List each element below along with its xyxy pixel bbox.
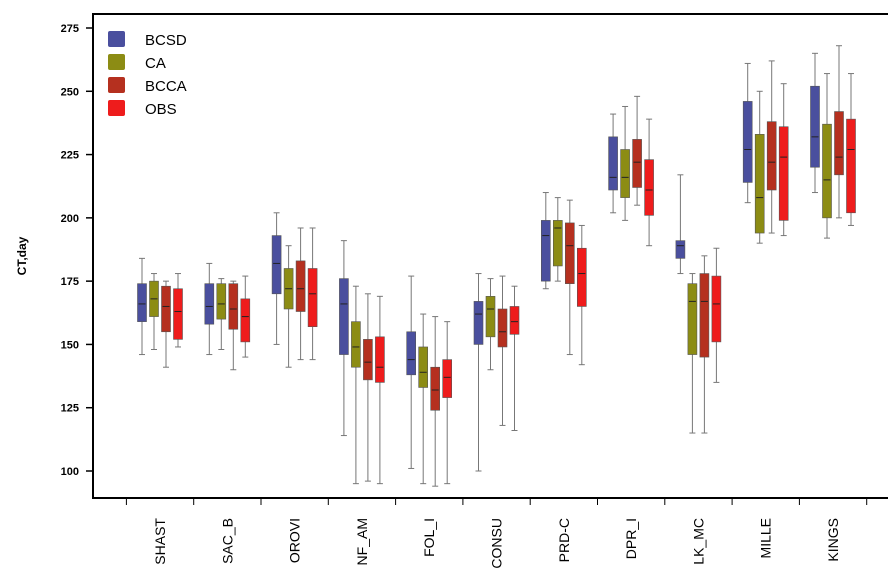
box-obs [307,268,318,328]
box-bcsd [540,220,551,282]
box-obs [846,118,856,214]
box-bcca [430,366,441,411]
legend-label: BCSD [145,32,187,49]
box-obs [509,306,520,335]
box-bcca [295,260,306,312]
box-obs [576,247,587,307]
legend: BCSD CA BCCA OBS [108,31,187,118]
y-axis-title: CT,day [15,236,29,275]
x-category-label: LK_MC [690,518,706,565]
plot-frame [92,13,888,499]
y-tick-label: 150 [61,339,79,351]
x-category-label: SHAST [152,518,168,565]
box-obs [173,288,183,340]
box-obs [644,159,654,216]
box-bcca [766,121,777,191]
box-bcsd [608,136,618,191]
box-bcsd [406,331,417,376]
box-bcca [834,111,844,176]
box-bcca [497,308,508,348]
y-tick-label: 225 [61,150,79,162]
legend-label: OBS [145,101,177,118]
box-bcsd [271,235,282,295]
box-bcca [363,339,373,381]
box-obs [711,275,722,343]
box-ca [552,220,563,267]
box-ca [351,321,361,368]
x-category-label: OROVI [287,518,303,563]
box-bcsd [742,101,753,183]
legend-label: BCCA [145,78,187,95]
box-bcsd [137,283,147,322]
series-obs [173,73,856,485]
x-axis: SHAST SAC_B OROVI NF_AM FOL_I CONSU PRD-C DPR_I… [125,498,868,569]
legend-swatch [108,54,125,70]
box-ca [822,123,832,219]
x-category-label: CONSU [489,518,505,569]
box-bcsd [204,283,215,325]
y-tick-label: 275 [61,23,79,35]
y-tick-label: 125 [61,403,79,415]
box-bcca [632,139,642,188]
legend-swatch [108,100,125,116]
x-category-label: FOL_I [421,518,437,557]
x-category-label: KINGS [825,518,841,562]
box-ca [216,283,227,320]
x-category-label: NF_AM [354,518,370,565]
series-bcca [161,45,844,487]
x-category-label: DPR_I [623,518,639,559]
box-obs [375,336,385,383]
box-ca [485,296,496,338]
box-bcsd [473,301,484,345]
box-obs [778,126,789,221]
series-ca [149,73,832,485]
x-category-label: MILLE [758,518,774,558]
y-tick-label: 200 [61,213,79,225]
y-axis: 100 125 150 175 200 225 250 275 [61,23,93,478]
box-bcca [161,285,171,333]
boxplot-series-group [137,45,856,487]
box-bcca [564,222,575,284]
legend-swatch [108,77,125,93]
box-obs [240,298,251,343]
series-bcsd [137,52,820,472]
y-tick-label: 175 [61,276,79,288]
box-bcsd [675,240,686,259]
box-ca [620,149,630,198]
x-category-label: SAC_B [219,518,235,564]
legend-label: CA [145,55,166,72]
box-ca [754,134,765,234]
y-tick-label: 100 [61,466,79,478]
y-tick-label: 250 [61,86,79,98]
box-ca [418,346,429,388]
x-category-label: PRD-C [556,518,572,562]
box-bcsd [339,278,349,355]
box-bcca [228,283,239,330]
box-obs [442,359,453,398]
legend-swatch [108,31,125,47]
box-ca [687,283,698,355]
box-bcsd [810,85,820,168]
box-bcca [699,273,710,358]
